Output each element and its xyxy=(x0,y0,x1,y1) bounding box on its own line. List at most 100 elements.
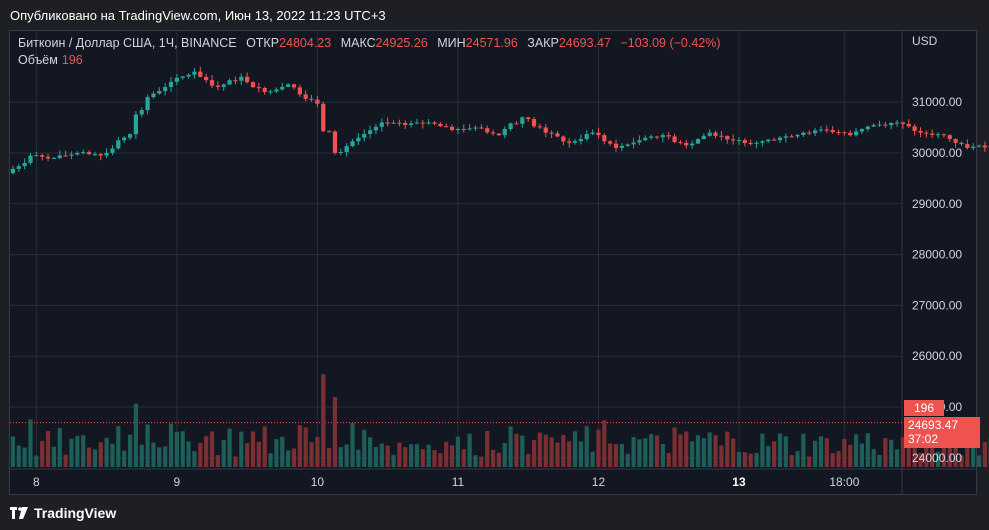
axis-layer: 24000.0025000.0026000.0027000.0028000.00… xyxy=(33,95,962,489)
chart-legend: Биткоин / Доллар США, 1Ч, BINANCE ОТКР24… xyxy=(18,36,721,50)
candle xyxy=(953,138,958,148)
volume-bar xyxy=(719,445,724,467)
volume-bar xyxy=(291,448,297,467)
candle xyxy=(344,143,349,157)
chart-frame[interactable] xyxy=(9,30,977,495)
x-tick-label: 18:00 xyxy=(829,475,859,489)
candle xyxy=(625,143,630,148)
volume-bar xyxy=(976,455,982,467)
candle xyxy=(379,118,384,132)
volume-bar xyxy=(420,449,425,467)
volume-bar xyxy=(233,456,238,467)
brand[interactable]: TradingView xyxy=(10,505,116,521)
volume-bar xyxy=(953,434,958,467)
volume-bar xyxy=(971,440,976,467)
candle xyxy=(537,123,543,129)
candle xyxy=(297,84,302,97)
volume-bar xyxy=(707,432,712,467)
volume-label: Объём xyxy=(18,53,58,67)
volume-bar xyxy=(332,397,338,467)
volume-bar xyxy=(935,451,941,467)
x-tick-label: 9 xyxy=(174,475,181,489)
volume-bar xyxy=(192,451,197,467)
candle xyxy=(982,141,988,152)
volume-bar xyxy=(649,434,654,467)
candle xyxy=(438,121,443,127)
volume-bar xyxy=(871,449,876,467)
volume-bar xyxy=(625,453,630,467)
volume-bar xyxy=(520,435,525,467)
volume-bar xyxy=(379,443,384,467)
volume-bar xyxy=(367,437,373,467)
candle xyxy=(555,130,560,138)
volume-bar xyxy=(338,447,343,467)
candle xyxy=(332,130,338,155)
volume-bar xyxy=(965,436,970,467)
volume-bar xyxy=(760,433,765,467)
volume-bar xyxy=(859,443,865,467)
volume-bar xyxy=(373,447,379,467)
volume-bar xyxy=(596,429,601,467)
volume-bar xyxy=(894,449,900,467)
candle xyxy=(110,145,115,156)
candle xyxy=(174,73,179,86)
candle xyxy=(10,165,16,175)
volume-bar xyxy=(10,436,16,467)
candle xyxy=(578,134,583,145)
candle xyxy=(830,126,835,134)
volume-bar xyxy=(280,436,285,467)
volume-bar xyxy=(496,452,502,467)
volume-bar xyxy=(221,440,226,467)
candle xyxy=(748,139,753,146)
volume-bar xyxy=(602,420,607,467)
candle xyxy=(139,107,144,118)
candle xyxy=(941,133,947,138)
candle xyxy=(549,130,554,139)
axis-unit-label[interactable]: USD xyxy=(912,34,938,48)
volume-bar xyxy=(262,426,267,467)
candle xyxy=(789,134,794,138)
volume-bar xyxy=(104,437,109,467)
volume-bar xyxy=(701,438,706,467)
change-value: −103.09 (−0.42%) xyxy=(620,36,721,50)
volume-bar xyxy=(227,428,232,467)
volume-bar xyxy=(836,451,841,467)
volume-bar xyxy=(455,436,461,467)
volume-bar xyxy=(865,433,870,467)
candle xyxy=(321,101,326,133)
volume-bar xyxy=(98,442,103,467)
candle xyxy=(526,116,531,123)
volume-bar xyxy=(924,434,929,467)
volume-bar xyxy=(63,454,68,467)
candle xyxy=(98,153,103,161)
volume-bar xyxy=(321,374,326,467)
high-label: МАКС xyxy=(340,36,376,50)
volume-bar xyxy=(643,438,648,467)
candle xyxy=(976,144,982,148)
candle xyxy=(291,83,297,90)
volume-bar xyxy=(731,438,736,467)
volume-bar xyxy=(608,443,613,467)
volume-bar xyxy=(613,444,619,467)
volume-bar xyxy=(590,451,595,467)
candle xyxy=(824,125,829,133)
volume-bar xyxy=(531,440,537,467)
open-label: ОТКР xyxy=(246,36,280,50)
volume-bar xyxy=(356,449,361,467)
volume-bar xyxy=(315,436,320,467)
candle xyxy=(75,151,80,156)
volume-bar xyxy=(485,430,490,467)
candle xyxy=(918,127,923,138)
candle xyxy=(947,134,952,142)
candle xyxy=(930,129,935,139)
candle xyxy=(467,124,472,131)
volume-bar xyxy=(92,449,98,467)
candle xyxy=(356,133,361,145)
candle xyxy=(426,118,431,125)
candle xyxy=(414,118,420,125)
candle xyxy=(209,75,215,89)
high-value: 24925.26 xyxy=(375,36,428,50)
candle xyxy=(168,76,174,92)
volume-bar xyxy=(28,419,33,467)
